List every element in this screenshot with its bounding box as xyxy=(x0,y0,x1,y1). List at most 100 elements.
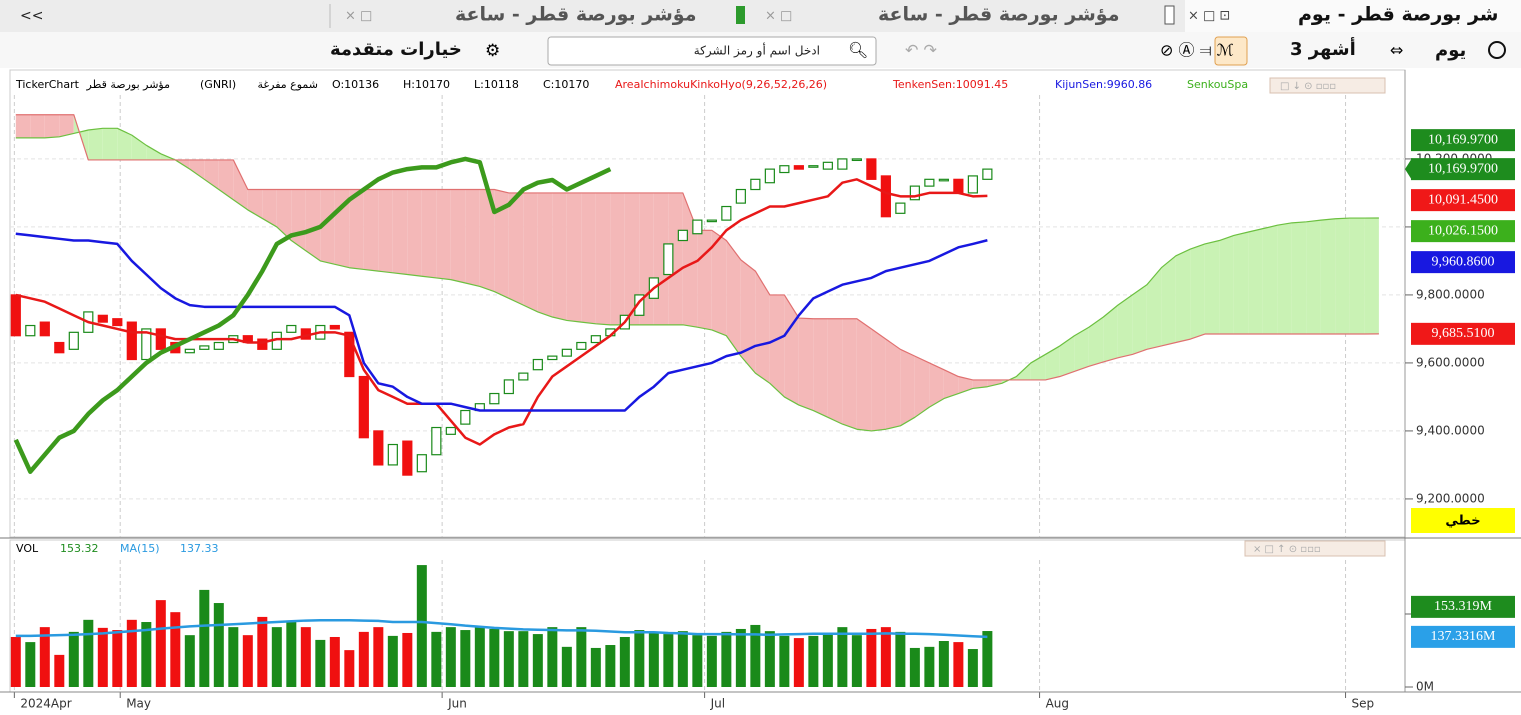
panel-widgets[interactable]: □ ↓ ⊙ ▫▫▫ xyxy=(1280,81,1336,92)
cloud-fill xyxy=(1074,327,1089,372)
tool-icons[interactable]: ⊘ Ⓐ ⫤ ℳ xyxy=(1160,41,1234,60)
candle xyxy=(199,345,210,350)
volume-bar xyxy=(402,632,413,687)
tenkan: TenkenSen:10091.45 xyxy=(892,78,1008,91)
range[interactable]: 3 أشهر xyxy=(1290,37,1356,60)
price-label: 10,026.1500 xyxy=(1428,223,1498,238)
candle xyxy=(634,294,645,316)
y-tick-label: 9,200.0000 xyxy=(1416,491,1485,505)
interval[interactable]: يوم xyxy=(1435,40,1466,61)
volume-bar xyxy=(112,630,123,687)
cloud-fill xyxy=(218,159,234,200)
price-label-box xyxy=(1411,625,1515,648)
tab-flag xyxy=(736,6,745,24)
search-icon[interactable]: 🔍︎ xyxy=(848,41,868,60)
cloud-fill xyxy=(1016,362,1031,380)
volume-bar xyxy=(170,612,181,687)
candle xyxy=(54,341,65,354)
cloud-fill xyxy=(900,349,915,426)
volume-bar xyxy=(677,631,688,687)
x-tick-label: Sep xyxy=(1352,697,1375,711)
volume-bar xyxy=(750,624,761,687)
candle xyxy=(358,375,369,439)
cloud-fill xyxy=(755,271,770,384)
range-icon[interactable]: ⇔ xyxy=(1390,41,1403,60)
panel-widgets[interactable]: × □ ↑ ⊙ ▫▫▫ xyxy=(1253,544,1321,555)
cloud-fill xyxy=(711,230,727,336)
candle xyxy=(677,229,688,242)
price-pointer xyxy=(1405,158,1412,181)
cloud-fill xyxy=(1103,305,1118,362)
active-tab[interactable] xyxy=(1185,0,1521,32)
volume-bar xyxy=(634,630,645,687)
volume-bar xyxy=(126,619,137,687)
candle xyxy=(750,178,761,191)
volume-bar xyxy=(460,630,471,687)
clock-icon[interactable] xyxy=(1488,41,1506,59)
tab-title[interactable]: شر بورصة قطر - يوم xyxy=(1298,4,1498,26)
collapse[interactable]: << xyxy=(20,8,43,24)
volume-bar xyxy=(880,627,891,687)
search-placeholder[interactable]: ادخل اسم أو رمز الشركة xyxy=(694,43,820,59)
tab-title[interactable]: مؤشر بورصة قطر - ساعة xyxy=(878,4,1119,26)
cloud-fill xyxy=(88,128,103,160)
undo-icons[interactable]: ↶ ↷ xyxy=(905,41,937,60)
volume-bar xyxy=(909,647,920,687)
y-tick-label: 0M xyxy=(1416,680,1434,694)
volume-bar xyxy=(474,627,485,687)
volume-bar xyxy=(837,627,848,687)
search-box[interactable] xyxy=(547,36,877,66)
volume-bar xyxy=(808,635,819,687)
cloud-fill xyxy=(494,189,509,299)
cloud-fill xyxy=(1248,228,1263,335)
candle xyxy=(489,392,500,405)
tab-title[interactable]: مؤشر بورصة قطر - ساعة xyxy=(455,4,696,26)
cloud-fill xyxy=(44,114,60,138)
tab-icons[interactable]: × □ xyxy=(345,9,372,24)
draw-button[interactable] xyxy=(1214,36,1248,66)
cloud-fill xyxy=(885,339,901,430)
senkou: SenkouSpa xyxy=(1187,78,1248,91)
y-tick-label: 9,800.0000 xyxy=(1416,287,1485,301)
panel-widgets[interactable] xyxy=(1269,77,1386,94)
candle xyxy=(808,165,819,168)
cloud-fill xyxy=(813,318,828,418)
volume-bar xyxy=(764,631,775,687)
price-label: 10,091.4500 xyxy=(1428,192,1498,207)
volume-bar xyxy=(967,649,978,687)
volume-bar xyxy=(721,631,732,687)
cloud-fill xyxy=(537,192,553,318)
ma-value: 137.33 xyxy=(180,542,219,555)
cloud-fill xyxy=(1190,243,1205,340)
cloud-fill xyxy=(842,318,857,430)
x-tick-label: 2024Apr xyxy=(20,697,71,711)
cloud-fill xyxy=(624,192,640,325)
cloud-fill xyxy=(508,192,524,306)
mode-box[interactable] xyxy=(1411,508,1515,533)
volume-bar xyxy=(851,635,862,687)
drawing-mode[interactable]: خطي xyxy=(1445,514,1480,529)
cloud-fill xyxy=(1320,218,1336,335)
cloud-fill xyxy=(856,318,872,431)
candle xyxy=(953,178,964,194)
vol-value: 153.32 xyxy=(60,542,99,555)
panel-widgets[interactable] xyxy=(1244,540,1386,557)
candle xyxy=(387,443,398,466)
cloud-fill xyxy=(189,159,205,180)
cloud-fill xyxy=(726,240,741,357)
tab-icons[interactable]: × □ xyxy=(765,9,792,24)
gear-icon[interactable]: ⚙ xyxy=(485,41,500,61)
candle xyxy=(576,341,587,350)
tab-icons[interactable]: × □ ⊡ xyxy=(1188,9,1230,24)
candle xyxy=(460,409,471,425)
volume-bar xyxy=(982,631,993,687)
volume-bar xyxy=(199,589,210,687)
senkou-a-line xyxy=(15,127,1379,432)
cloud-fill xyxy=(697,230,712,330)
cloud-fill xyxy=(1088,317,1104,367)
volume-bar xyxy=(373,627,384,687)
volume-bar xyxy=(576,627,587,687)
candle xyxy=(68,331,79,350)
advanced-options[interactable]: خيارات متقدمة xyxy=(330,39,462,60)
candle xyxy=(155,328,166,350)
